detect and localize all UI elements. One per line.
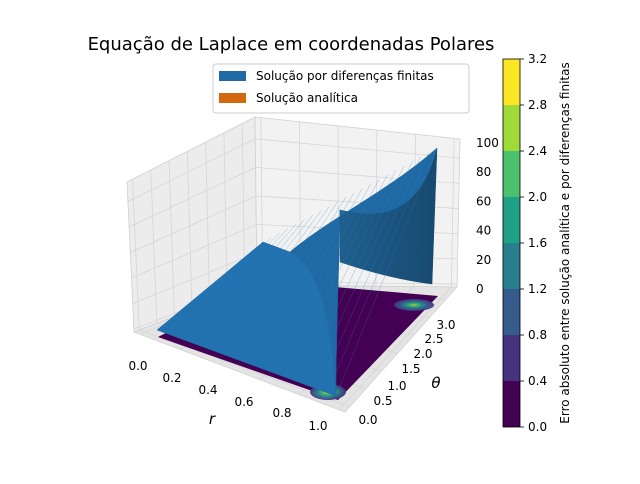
legend-label-analytic: Solução analítica — [256, 91, 358, 105]
x-axis-label: r — [209, 410, 216, 428]
colorbar-tick-label: 3.2 — [528, 52, 547, 66]
x-tick-label: 1.0 — [308, 419, 327, 433]
y-tick-label: 1.0 — [387, 379, 406, 393]
y-tick-label: 2.0 — [413, 347, 432, 361]
y-axis-label: θ — [431, 374, 440, 392]
colorbar-tick-label: 0.8 — [528, 328, 547, 342]
y-tick-label: 0.5 — [373, 394, 392, 408]
x-tick-label: 0.4 — [198, 383, 217, 397]
colorbar-label: Erro absoluto entre solução analítica e … — [558, 62, 572, 423]
z-tick-label: 0 — [476, 282, 484, 296]
colorbar-tick-label: 1.2 — [528, 282, 547, 296]
colorbar: 0.0 0.4 0.8 1.2 1.6 2.0 2.4 2.8 3.2 — [503, 52, 547, 434]
x-tick-label: 0.0 — [128, 359, 147, 373]
colorbar-band — [503, 243, 520, 289]
error-hotspot-far — [394, 299, 434, 311]
legend-label-finite-diff: Solução por diferenças finitas — [256, 69, 434, 83]
z-tick-label: 80 — [476, 165, 491, 179]
y-tick-label: 1.5 — [401, 362, 420, 376]
colorbar-tick-label: 0.0 — [528, 420, 547, 434]
colorbar-tick-label: 1.6 — [528, 236, 547, 250]
y-tick-label: 3.0 — [436, 318, 455, 332]
z-axis-ticks: 0 20 40 60 80 100 — [476, 136, 499, 296]
legend: Solução por diferenças finitas Solução a… — [213, 64, 469, 113]
x-tick-label: 0.6 — [234, 395, 253, 409]
colorbar-tick-label: 2.8 — [528, 98, 547, 112]
z-tick-label: 40 — [476, 224, 491, 238]
colorbar-band — [503, 105, 520, 151]
x-tick-label: 0.8 — [272, 406, 291, 420]
y-tick-label: 0.0 — [358, 413, 377, 427]
legend-swatch-analytic — [219, 93, 246, 103]
z-tick-label: 20 — [476, 253, 491, 267]
y-tick-label: 2.5 — [424, 332, 443, 346]
colorbar-tick-label: 2.0 — [528, 190, 547, 204]
colorbar-band — [503, 151, 520, 197]
chart-title: Equação de Laplace em coordenadas Polare… — [88, 34, 495, 55]
colorbar-tick-label: 0.4 — [528, 374, 547, 388]
colorbar-tick-label: 2.4 — [528, 144, 547, 158]
z-tick-label: 100 — [476, 136, 499, 150]
legend-swatch-finite-diff — [219, 71, 246, 81]
x-tick-label: 0.2 — [162, 371, 181, 385]
colorbar-band — [503, 335, 520, 381]
colorbar-band — [503, 289, 520, 335]
colorbar-band — [503, 59, 520, 105]
colorbar-band — [503, 381, 520, 427]
z-tick-label: 60 — [476, 194, 491, 208]
colorbar-band — [503, 197, 520, 243]
